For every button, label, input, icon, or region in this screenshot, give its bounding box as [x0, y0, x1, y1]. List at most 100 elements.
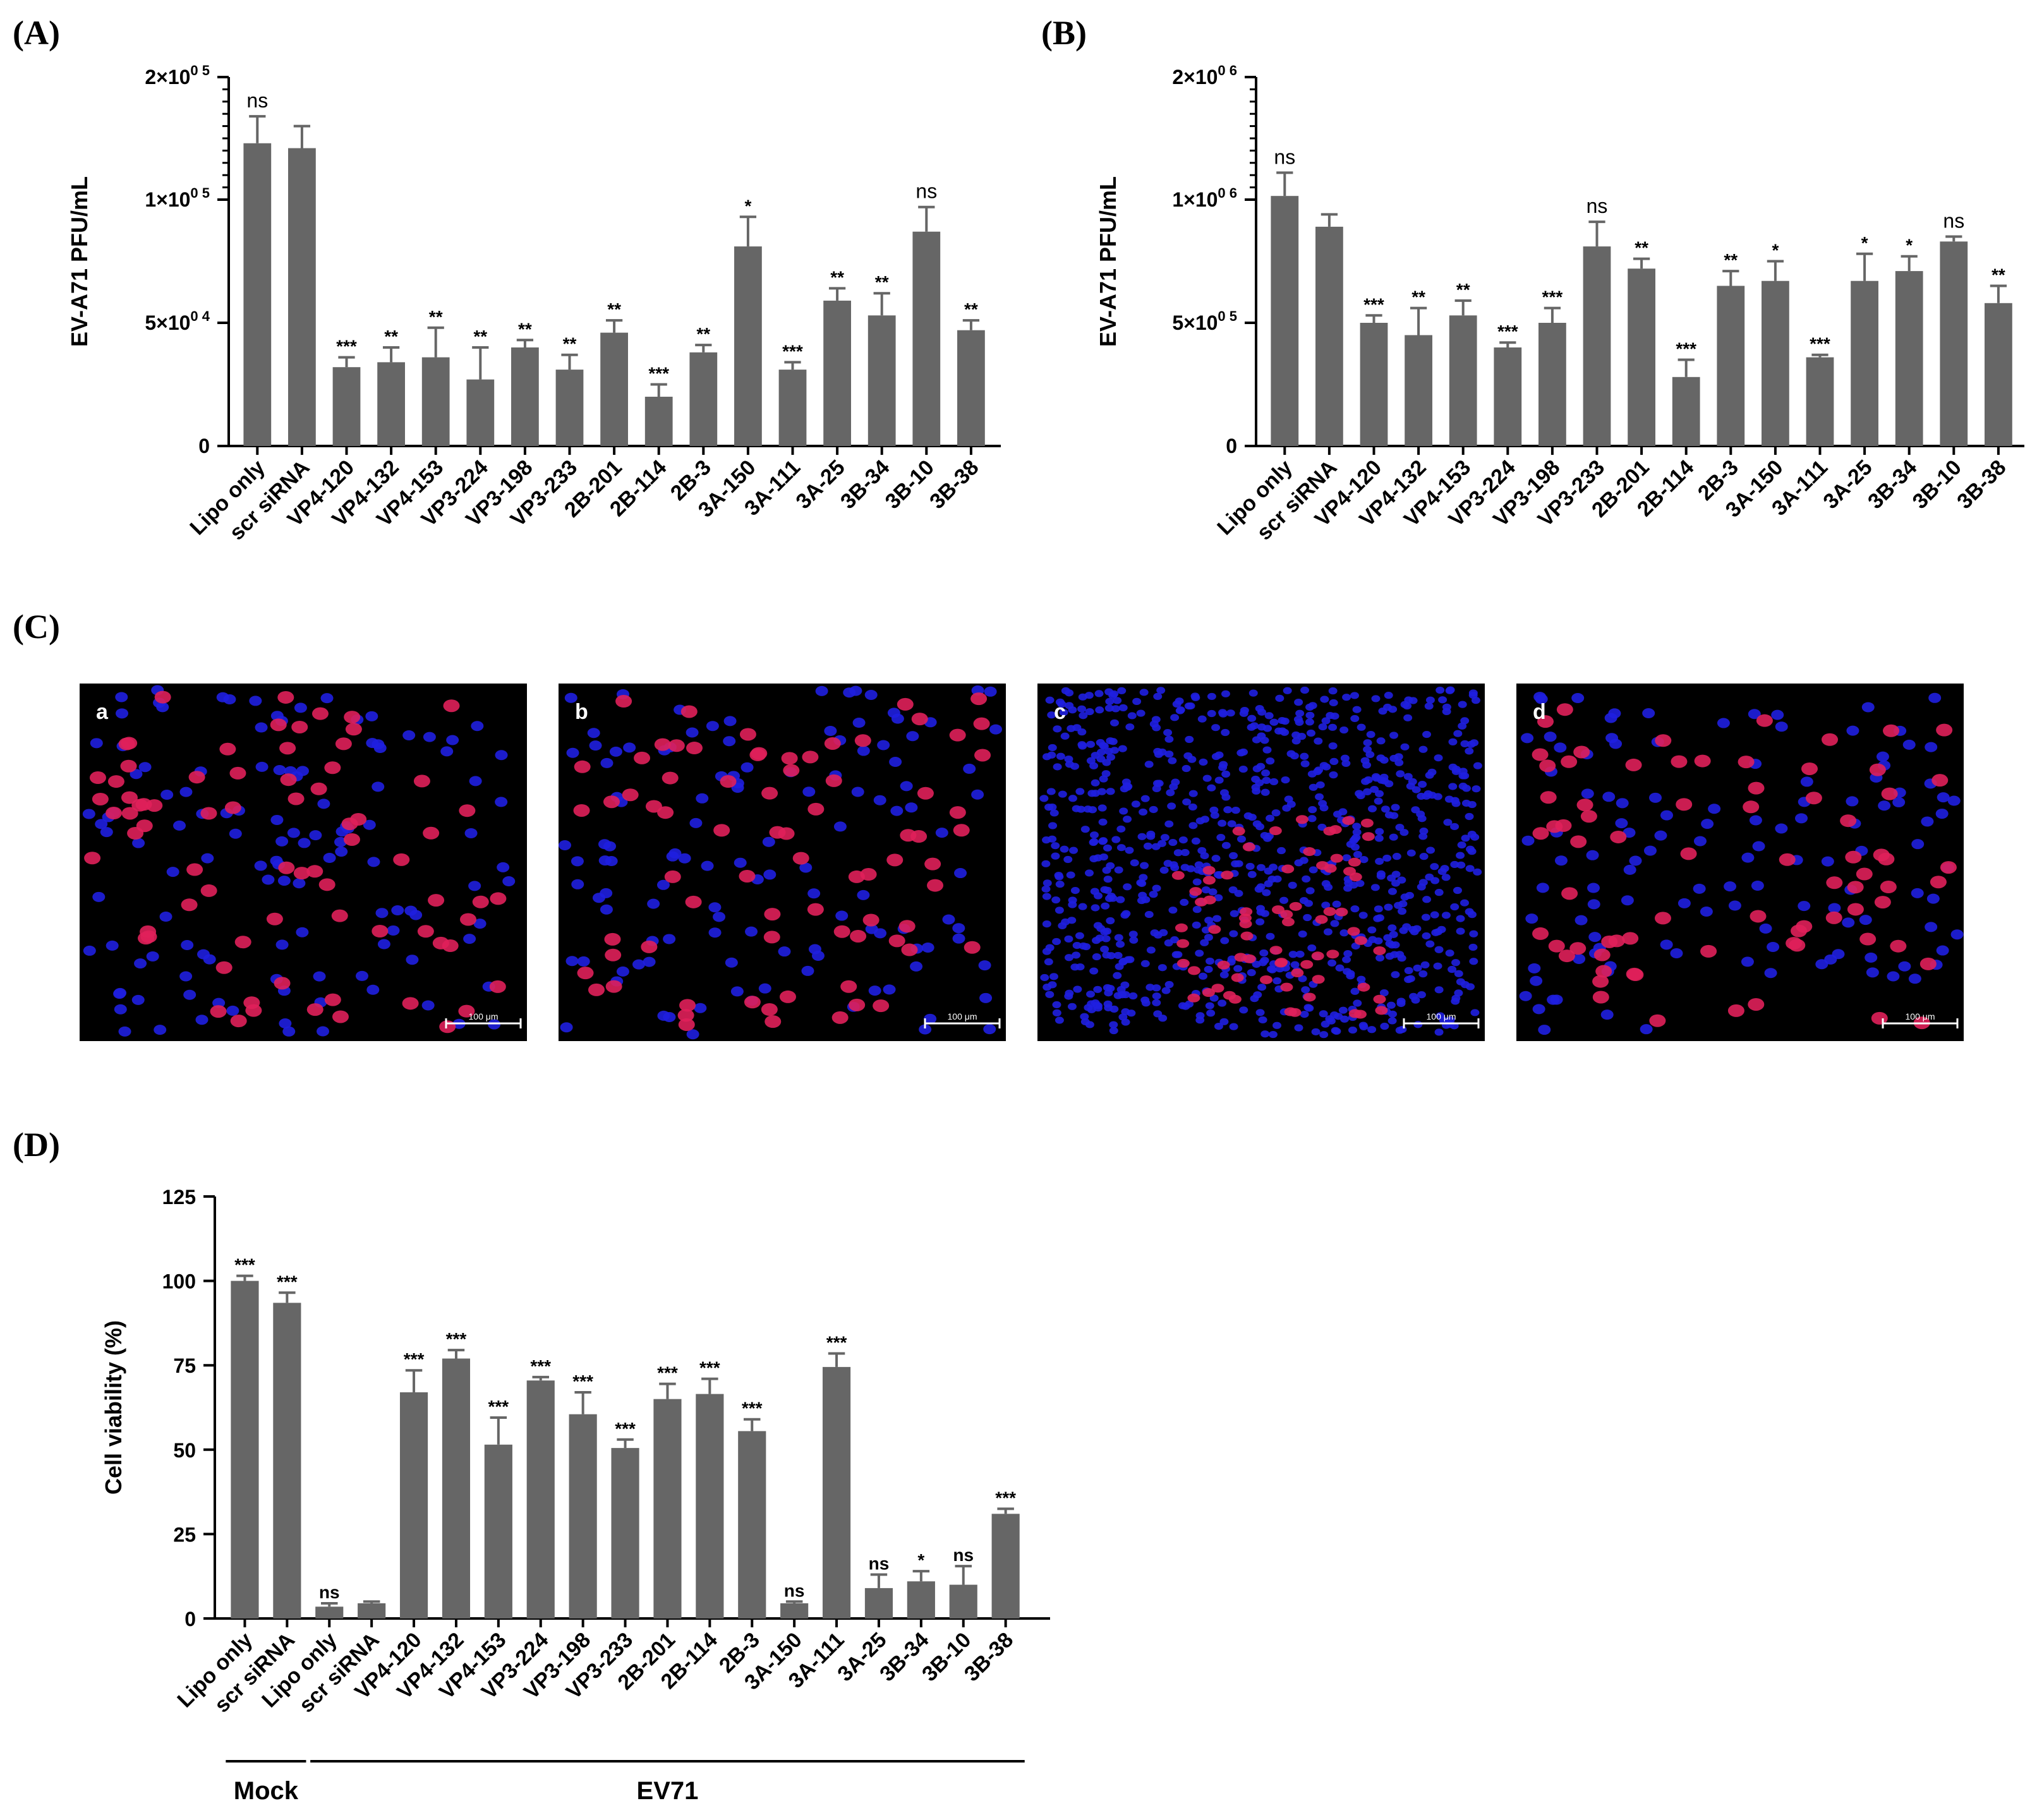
nucleus: [1055, 1016, 1064, 1024]
nucleus: [1876, 751, 1889, 762]
nucleus: [706, 721, 719, 732]
group-label: EV71: [637, 1777, 699, 1805]
nucleus: [889, 757, 902, 768]
nucleus: [1045, 991, 1055, 998]
nucleus: [1064, 755, 1073, 763]
infected-cell: [662, 771, 679, 785]
infected-cell: [417, 925, 434, 938]
nucleus: [1458, 772, 1468, 780]
infected-cell: [1373, 946, 1386, 955]
nucleus: [1320, 696, 1329, 703]
nucleus: [701, 860, 714, 871]
nucleus: [138, 762, 152, 773]
nucleus: [1450, 903, 1460, 911]
nucleus: [1253, 991, 1262, 999]
infected-cell: [310, 782, 327, 795]
infected-cell: [761, 786, 778, 800]
nucleus: [296, 927, 309, 937]
nucleus: [249, 696, 262, 706]
nucleus: [1450, 860, 1460, 869]
nucleus: [255, 722, 268, 733]
nucleus: [1375, 954, 1385, 962]
nucleus: [195, 1015, 209, 1025]
nucleus: [1926, 893, 1940, 904]
infected-cell: [769, 826, 786, 839]
nucleus: [1258, 1016, 1267, 1024]
nucleus: [1842, 917, 1855, 928]
significance-label: ***: [615, 1419, 636, 1438]
nucleus: [1382, 854, 1392, 862]
nucleus: [1041, 860, 1051, 867]
nucleus: [1255, 918, 1265, 925]
infected-cell: [234, 936, 251, 949]
nucleus: [1422, 932, 1431, 940]
nucleus: [1470, 1009, 1480, 1016]
nucleus: [1935, 809, 1949, 819]
nucleus: [1277, 847, 1286, 855]
infected-cell: [1323, 826, 1336, 836]
micrograph-background: [80, 684, 527, 1041]
infected-cell: [1649, 1014, 1666, 1027]
bar: [991, 1514, 1020, 1618]
nucleus: [1387, 924, 1397, 932]
nucleus: [1055, 873, 1064, 881]
infected-cell: [573, 804, 590, 817]
nucleus: [1339, 929, 1349, 937]
bar: [653, 1399, 682, 1618]
nucleus: [1307, 944, 1317, 952]
nucleus: [1072, 941, 1082, 949]
infected-cell: [1280, 910, 1293, 919]
nucleus: [1314, 737, 1323, 745]
nucleus: [367, 857, 380, 867]
nucleus: [1256, 883, 1266, 891]
nucleus: [1371, 773, 1381, 781]
nucleus: [1095, 934, 1104, 942]
nucleus: [616, 966, 629, 977]
nucleus: [740, 762, 754, 773]
nucleus: [1319, 1010, 1328, 1018]
nucleus: [1164, 750, 1174, 758]
nucleus: [1286, 750, 1296, 757]
nucleus: [1113, 697, 1122, 704]
nucleus: [942, 914, 955, 925]
nucleus: [1418, 970, 1428, 978]
significance-label: **: [964, 299, 978, 319]
nucleus: [173, 820, 186, 831]
infected-cell: [428, 894, 445, 907]
nucleus: [1391, 971, 1400, 979]
nucleus: [1260, 1030, 1270, 1038]
nucleus: [723, 716, 737, 726]
infected-cell: [306, 1003, 323, 1016]
significance-label: ns: [953, 1545, 974, 1565]
infected-cell: [1324, 864, 1337, 873]
infected-cell: [350, 812, 367, 826]
nucleus: [666, 851, 679, 862]
infected-cell: [1342, 816, 1355, 825]
nucleus: [1104, 688, 1114, 696]
infected-cell: [279, 742, 296, 755]
nucleus: [1353, 999, 1362, 1007]
nucleus: [1280, 718, 1290, 725]
nucleus: [1332, 900, 1341, 908]
nucleus: [1219, 789, 1229, 797]
nucleus: [1158, 964, 1167, 972]
nucleus: [1411, 786, 1421, 793]
nucleus: [406, 955, 419, 965]
nucleus: [808, 944, 821, 955]
nucleus: [1328, 687, 1338, 695]
nucleus: [1046, 788, 1056, 795]
nucleus: [1374, 797, 1383, 805]
nucleus: [1363, 788, 1372, 795]
significance-label: **: [473, 327, 487, 346]
nucleus: [463, 934, 476, 944]
nucleus: [1198, 972, 1207, 980]
nucleus: [1453, 886, 1462, 895]
nucleus: [1157, 840, 1166, 847]
infected-cell: [140, 925, 157, 938]
infected-cell: [605, 948, 622, 961]
infected-cell: [84, 852, 101, 865]
nucleus: [1741, 956, 1754, 967]
nucleus: [971, 789, 984, 800]
nucleus: [1340, 1015, 1350, 1023]
